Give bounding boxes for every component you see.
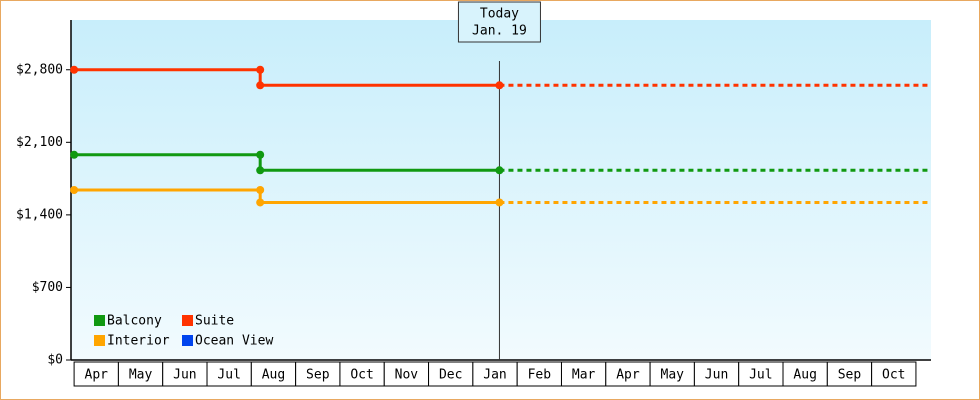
- price-point: [256, 150, 265, 159]
- price-point: [495, 81, 504, 90]
- x-tick-label: Oct: [350, 368, 373, 383]
- month-cell: [162, 361, 208, 387]
- x-tick-label: Mar: [572, 368, 596, 383]
- x-tick-label: Dec: [439, 368, 462, 383]
- price-line: [74, 68, 500, 87]
- price-point: [256, 81, 265, 90]
- month-cell: [339, 361, 385, 387]
- legend-swatch: [182, 315, 193, 326]
- x-tick-label: May: [129, 368, 153, 383]
- price-point: [495, 198, 504, 207]
- month-cell: [871, 361, 917, 387]
- month-cell: [250, 361, 297, 387]
- x-tick-label: Sep: [306, 368, 330, 383]
- y-tick-label: $1,400: [16, 207, 63, 222]
- legend-label: Balcony: [107, 314, 162, 329]
- x-tick-label: Aug: [262, 368, 285, 383]
- price-point: [256, 166, 265, 175]
- legend-swatch: [94, 335, 105, 346]
- x-tick-label: May: [661, 368, 685, 383]
- price-point: [70, 186, 79, 194]
- x-tick-label: Jun: [173, 368, 196, 383]
- x-tick-label: Feb: [528, 368, 552, 383]
- today-label: Today: [480, 7, 519, 22]
- legend-swatch: [94, 315, 105, 326]
- price-point: [256, 65, 265, 74]
- price-point: [70, 65, 79, 74]
- x-tick-label: Jan: [483, 368, 506, 383]
- month-cell: [472, 361, 518, 387]
- month-cell: [738, 361, 784, 387]
- month-cell: [649, 361, 695, 387]
- y-tick-label: $0: [47, 353, 63, 368]
- x-tick-label: Nov: [395, 368, 419, 383]
- x-tick-label: Apr: [616, 368, 640, 383]
- price-line: [74, 153, 500, 172]
- legend-label: Ocean View: [195, 334, 273, 349]
- price-point: [256, 186, 265, 194]
- x-tick-label: Jun: [705, 368, 728, 383]
- month-cell: [383, 361, 430, 387]
- x-tick-label: Jul: [749, 368, 772, 383]
- price-point: [70, 150, 79, 159]
- price-point: [256, 198, 265, 207]
- month-cell: [295, 361, 341, 387]
- price-line: [74, 188, 500, 204]
- y-tick-label: $2,100: [16, 135, 63, 150]
- month-cell: [782, 361, 828, 387]
- y-tick-label: $700: [32, 280, 63, 295]
- x-tick-label: Sep: [838, 368, 862, 383]
- price-point: [495, 166, 504, 175]
- x-tick-label: Jul: [217, 368, 240, 383]
- today-label: Jan. 19: [472, 24, 527, 39]
- month-cell: [206, 361, 252, 387]
- month-cell: [428, 361, 474, 387]
- legend-swatch: [182, 335, 193, 346]
- month-cell: [117, 361, 164, 387]
- month-cell: [693, 361, 740, 387]
- legend-label: Interior: [107, 334, 170, 349]
- month-cell: [516, 361, 562, 387]
- y-tick-label: $2,800: [16, 62, 63, 77]
- legend-label: Suite: [195, 314, 234, 329]
- today-box: [457, 1, 541, 43]
- x-tick-label: Apr: [85, 368, 109, 383]
- x-tick-label: Oct: [882, 368, 905, 383]
- month-cell: [826, 361, 873, 387]
- x-tick-label: Aug: [793, 368, 816, 383]
